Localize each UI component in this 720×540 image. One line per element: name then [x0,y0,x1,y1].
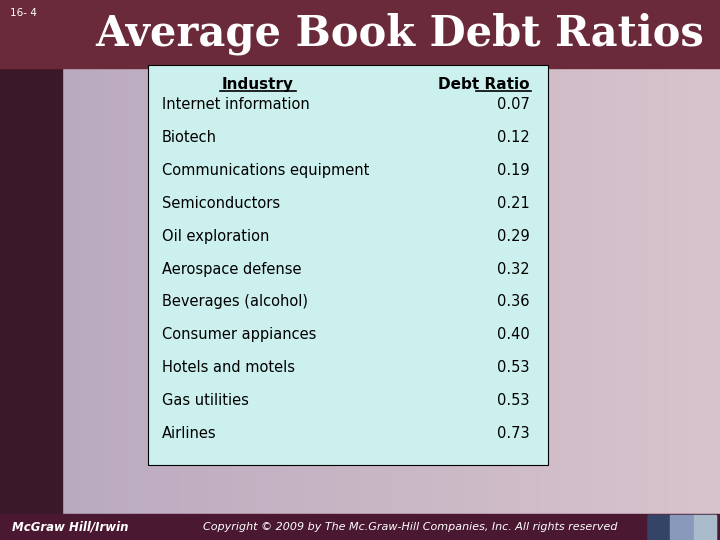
Text: 0.07: 0.07 [497,97,530,112]
Text: Hotels and motels: Hotels and motels [162,360,295,375]
Text: Internet information: Internet information [162,97,310,112]
Text: 0.53: 0.53 [498,360,530,375]
Text: 0.21: 0.21 [498,195,530,211]
Bar [694,515,716,539]
Bar [670,515,694,539]
Text: Gas utilities: Gas utilities [162,393,249,408]
Text: Industry: Industry [222,77,294,92]
Bar [0,514,720,540]
Text: 0.40: 0.40 [498,327,530,342]
Text: Oil exploration: Oil exploration [162,228,269,244]
Text: 0.29: 0.29 [498,228,530,244]
Text: 0.53: 0.53 [498,393,530,408]
Text: Average Book Debt Ratios: Average Book Debt Ratios [96,13,704,55]
Text: Aerospace defense: Aerospace defense [162,261,302,276]
Text: 0.19: 0.19 [498,163,530,178]
Text: 0.12: 0.12 [498,130,530,145]
Text: 16- 4: 16- 4 [10,8,37,18]
Text: Copyright © 2009 by The Mc.Graw-Hill Companies, Inc. All rights reserved: Copyright © 2009 by The Mc.Graw-Hill Com… [203,522,617,532]
Text: Communications equipment: Communications equipment [162,163,369,178]
Bar [0,0,720,68]
Text: Consumer appiances: Consumer appiances [162,327,316,342]
Text: Debt Ratio: Debt Ratio [438,77,530,92]
Text: Beverages (alcohol): Beverages (alcohol) [162,294,308,309]
Text: Semiconductors: Semiconductors [162,195,280,211]
Text: Airlines: Airlines [162,426,217,441]
Bar [648,515,716,539]
Text: 0.36: 0.36 [498,294,530,309]
Bar [148,65,548,465]
Bar [648,515,670,539]
Text: 0.73: 0.73 [498,426,530,441]
Text: 0.32: 0.32 [498,261,530,276]
Bar [0,0,62,540]
Text: Biotech: Biotech [162,130,217,145]
Text: McGraw Hill/Irwin: McGraw Hill/Irwin [12,521,128,534]
